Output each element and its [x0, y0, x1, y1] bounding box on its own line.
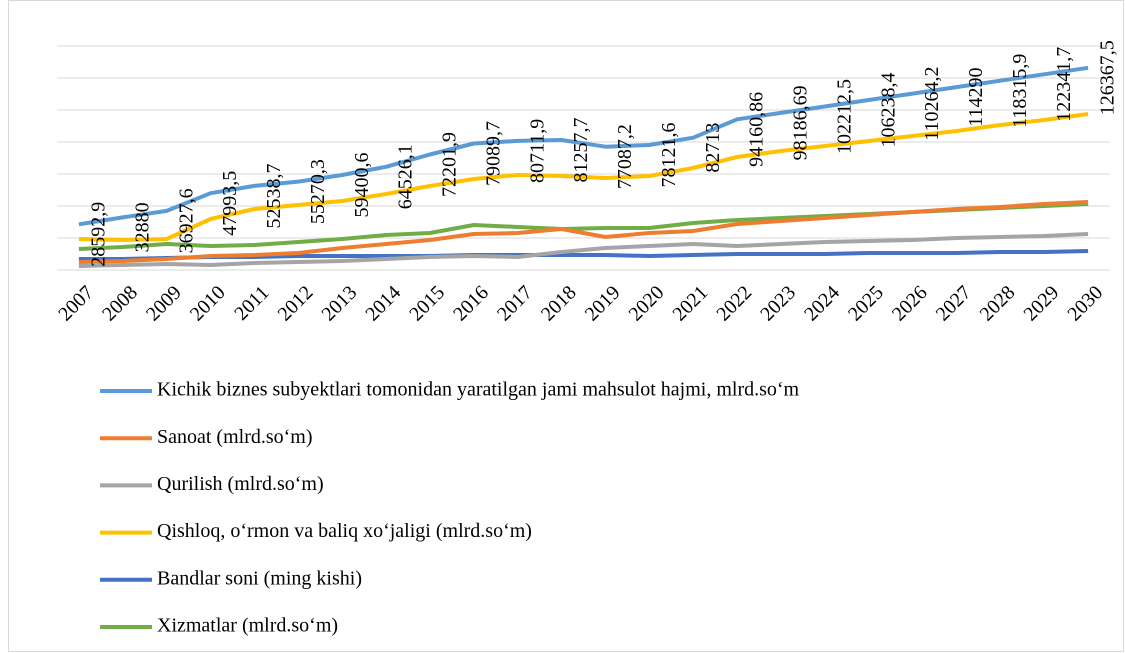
data-label: 47993,5 [219, 171, 241, 236]
data-label: 32880 [131, 202, 153, 252]
x-tick-label: 2008 [98, 282, 142, 326]
x-tick-label: 2027 [932, 282, 976, 326]
data-label: 118315,9 [1009, 54, 1031, 128]
data-label: 114290 [965, 68, 987, 127]
data-label: 28592,9 [88, 202, 110, 267]
x-tick-label: 2022 [712, 282, 756, 326]
data-label: 98186,69 [790, 85, 812, 160]
x-tick-label: 2026 [888, 282, 932, 326]
x-tick-label: 2014 [361, 282, 405, 326]
data-label: 77087,2 [614, 124, 636, 189]
data-label: 79089,7 [482, 121, 504, 186]
x-tick-label: 2029 [1019, 282, 1063, 326]
x-tick-label: 2007 [54, 282, 98, 326]
x-tick-label: 2017 [493, 282, 537, 326]
x-tick-label: 2030 [1063, 282, 1107, 326]
x-tick-label: 2018 [537, 282, 581, 326]
data-label: 82713 [702, 123, 724, 173]
legend-label: Qurilish (mlrd.so‘m) [157, 473, 324, 495]
data-label: 126367,5 [1097, 40, 1119, 115]
series-line [78, 112, 1089, 242]
x-tick-label: 2025 [844, 282, 888, 326]
data-label: 81257,7 [570, 117, 592, 182]
legend-label: Xizmatlar (mlrd.so‘m) [157, 615, 338, 637]
data-label: 52538,7 [263, 163, 285, 228]
data-label: 64526,1 [395, 144, 417, 209]
data-label: 59400,6 [351, 152, 373, 217]
series-line [78, 65, 1089, 227]
x-tick-label: 2015 [405, 282, 449, 326]
x-tick-label: 2020 [625, 282, 669, 326]
x-tick-label: 2016 [449, 282, 493, 326]
x-tick-label: 2010 [186, 282, 230, 326]
data-label: 78121,6 [658, 123, 680, 188]
legend-label: Sanoat (mlrd.so‘m) [157, 426, 313, 448]
data-label: 110264,2 [921, 66, 943, 140]
x-tick-label: 2028 [976, 282, 1020, 326]
x-tick-label: 2023 [756, 282, 800, 326]
x-tick-label: 2012 [274, 282, 318, 326]
x-tick-label: 2021 [668, 282, 712, 326]
x-tick-label: 2011 [230, 282, 273, 325]
chart-frame [8, 0, 1124, 652]
series-line [78, 232, 1089, 268]
legend-label: Bandlar soni (ming kishi) [157, 567, 362, 589]
data-label: 55270,3 [307, 159, 329, 224]
data-label: 72201,9 [439, 132, 461, 197]
x-tick-label: 2009 [142, 282, 186, 326]
legend-label: Kichik biznes subyektlari tomonidan yara… [157, 379, 800, 401]
data-label: 102212,5 [833, 79, 855, 154]
x-tick-label: 2013 [317, 282, 361, 326]
legend-label: Qishloq, o‘rmon va baliq xo‘jaligi (mlrd… [157, 520, 532, 542]
x-tick-label: 2024 [800, 282, 844, 326]
data-label: 122341,7 [1053, 47, 1075, 122]
x-tick-label: 2019 [581, 282, 625, 326]
data-label: 94160,86 [746, 92, 768, 167]
data-label: 80711,9 [526, 119, 548, 183]
data-label: 106238,4 [877, 73, 899, 148]
data-label: 36927,6 [175, 188, 197, 253]
series-line [78, 200, 1089, 264]
